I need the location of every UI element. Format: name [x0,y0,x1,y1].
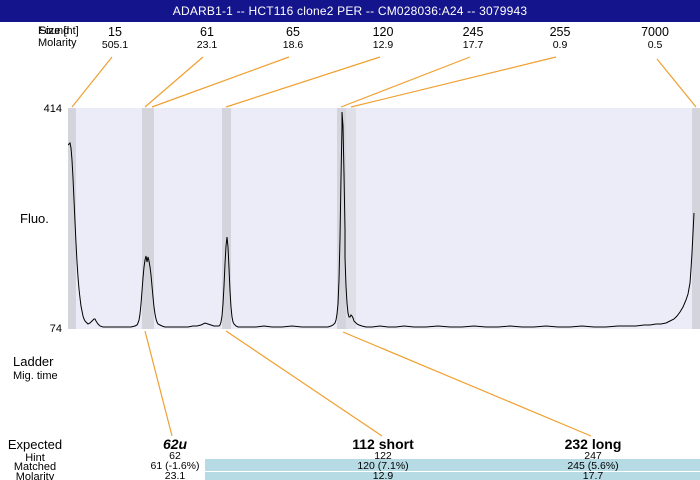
marker-band-15 [68,108,76,329]
marker-band-245 [337,108,346,329]
peak-molarity: 23.1 [196,39,218,51]
found-peak-column: 120 12.9 [338,25,428,52]
report-title: ADARB1-1 -- HCT116 clone2 PER -- CM02803… [172,4,528,18]
peak-size: 61 [200,25,214,39]
fluorescence-trace [68,111,695,328]
molarity-row-label: Molarity [38,37,77,49]
expected-hint: 62 [169,450,181,462]
peak-size: 255 [549,25,571,39]
peak-size: 7000 [641,25,669,39]
expected-matched: 245 (5.6%) [567,460,619,472]
y-axis-title: Fluo. [20,211,49,226]
expected-name: 232 long [564,436,622,452]
found-peak-column: 65 18.6 [248,25,338,52]
x-axis-subtitle: Mig. time [13,370,58,382]
found-peak-column: 245 17.7 [428,25,518,52]
peak-size: 65 [286,25,300,39]
hint-row-label: Hint [25,452,45,464]
peak-molarity: 505.1 [101,39,129,51]
found-size-overlap-label: Found Size [nt] [38,25,98,37]
expected-molarity: 17.7 [582,470,604,480]
expected-molarity: 12.9 [372,470,394,480]
marker-band-7000 [692,108,700,329]
matched-row-highlight [205,459,700,471]
peak-molarity: 0.9 [552,39,568,51]
found-peak-column: 7000 0.5 [610,25,700,52]
found-peak-column: 255 0.9 [515,25,605,52]
size-label: Size [nt] [39,25,79,37]
expected-matched: 61 (-1.6%) [150,460,200,472]
found-peak-column: 61 23.1 [162,25,252,52]
peak-size: 245 [462,25,484,39]
marker-band-120 [222,108,231,329]
expected-matched: 120 (7.1%) [357,460,409,472]
peak-molarity: 0.5 [647,39,663,51]
molarity-row-highlight [205,472,700,480]
found-label: Found [38,25,70,37]
expected-column: 112 short 122 120 (7.1%) 12.9 [303,437,463,480]
expected-hint: 247 [584,450,602,462]
molarity-row-label-bottom: Molarity [15,471,55,480]
peak-size: 15 [108,25,122,39]
matched-row-label: Matched [13,461,57,473]
expected-name: 112 short [352,436,414,452]
x-axis-title: Ladder [13,354,54,369]
expected-name: 62u [162,436,188,452]
peak-molarity: 12.9 [372,39,394,51]
expected-column: 62u 62 61 (-1.6%) 23.1 [95,437,255,480]
electropherogram-plot [68,108,700,329]
marker-band-255 [346,108,356,329]
y-axis-max-label: 414 [43,103,62,115]
found-peak-column: 15 505.1 [70,25,160,52]
y-axis-min-label: 74 [49,323,62,335]
peak-molarity: 18.6 [282,39,304,51]
peak-molarity: 17.7 [462,39,484,51]
expected-hint: 122 [374,450,392,462]
expected-row-label: Expected [7,437,63,452]
expected-molarity: 23.1 [164,470,186,480]
peak-size: 120 [372,25,394,39]
title-bar: ADARB1-1 -- HCT116 clone2 PER -- CM02803… [0,0,700,22]
expected-column: 232 long 247 245 (5.6%) 17.7 [513,437,673,480]
